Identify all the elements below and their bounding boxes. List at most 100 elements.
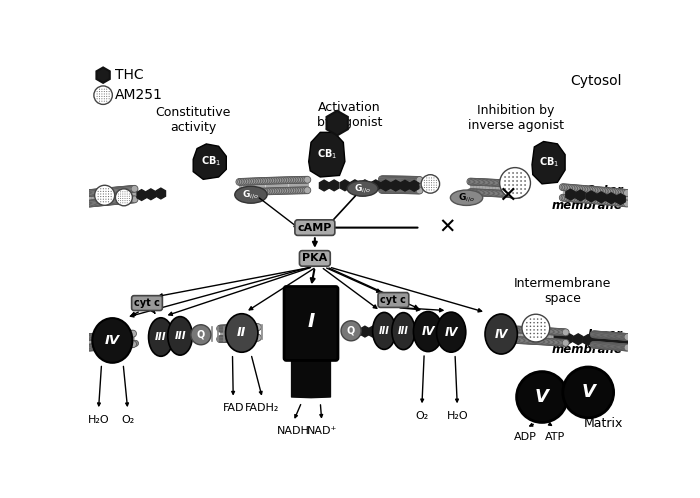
Circle shape — [223, 335, 230, 342]
Circle shape — [524, 337, 531, 344]
Circle shape — [540, 333, 542, 334]
Circle shape — [297, 176, 304, 183]
Text: IV: IV — [494, 328, 508, 341]
Circle shape — [526, 322, 528, 323]
Circle shape — [407, 176, 414, 183]
Circle shape — [426, 333, 433, 340]
Circle shape — [410, 176, 416, 183]
Circle shape — [445, 323, 452, 330]
Circle shape — [524, 327, 531, 334]
Circle shape — [426, 323, 433, 330]
Circle shape — [574, 185, 581, 192]
Circle shape — [501, 180, 508, 187]
Circle shape — [601, 342, 608, 349]
Circle shape — [272, 188, 279, 195]
Circle shape — [292, 187, 299, 194]
Circle shape — [489, 179, 496, 186]
Circle shape — [99, 94, 100, 95]
Circle shape — [480, 189, 486, 196]
Circle shape — [230, 335, 237, 342]
Circle shape — [116, 197, 123, 204]
Circle shape — [516, 172, 518, 174]
Circle shape — [107, 332, 114, 339]
Circle shape — [238, 178, 244, 185]
Circle shape — [225, 325, 232, 332]
Circle shape — [557, 329, 564, 336]
Circle shape — [302, 176, 309, 183]
Circle shape — [116, 342, 123, 349]
Circle shape — [100, 332, 107, 339]
Circle shape — [414, 323, 421, 330]
Circle shape — [594, 187, 601, 194]
Ellipse shape — [92, 318, 132, 363]
Circle shape — [533, 338, 540, 345]
Circle shape — [510, 180, 517, 187]
Circle shape — [570, 195, 578, 202]
Circle shape — [239, 335, 246, 342]
Circle shape — [102, 343, 108, 349]
Circle shape — [258, 178, 265, 184]
Circle shape — [431, 177, 432, 178]
Circle shape — [90, 344, 96, 350]
Circle shape — [120, 342, 127, 349]
Circle shape — [86, 200, 92, 207]
Circle shape — [395, 176, 402, 183]
Circle shape — [98, 333, 105, 340]
Circle shape — [88, 189, 95, 196]
Circle shape — [540, 326, 542, 327]
Circle shape — [606, 332, 612, 339]
Circle shape — [116, 331, 123, 338]
Circle shape — [603, 198, 610, 205]
Circle shape — [385, 176, 392, 183]
Circle shape — [122, 198, 123, 199]
Circle shape — [618, 333, 625, 340]
Text: Matrix: Matrix — [584, 417, 623, 430]
Circle shape — [106, 101, 107, 102]
Circle shape — [221, 325, 228, 332]
Circle shape — [405, 176, 412, 183]
Circle shape — [127, 186, 134, 193]
Circle shape — [236, 178, 243, 185]
Circle shape — [129, 186, 136, 193]
Circle shape — [234, 335, 241, 342]
Circle shape — [244, 335, 251, 342]
Circle shape — [90, 200, 97, 207]
Polygon shape — [89, 186, 135, 206]
Circle shape — [480, 179, 486, 186]
Circle shape — [243, 189, 250, 196]
Circle shape — [115, 342, 122, 349]
Circle shape — [516, 337, 523, 344]
Circle shape — [123, 197, 130, 204]
Text: G$_{i/o}$: G$_{i/o}$ — [354, 182, 371, 195]
Circle shape — [402, 176, 409, 183]
Circle shape — [495, 179, 501, 186]
Circle shape — [395, 176, 402, 183]
Circle shape — [236, 335, 243, 342]
Circle shape — [120, 341, 127, 348]
Ellipse shape — [234, 186, 267, 203]
Circle shape — [537, 336, 538, 338]
Circle shape — [86, 334, 92, 341]
Circle shape — [616, 344, 623, 351]
Circle shape — [597, 331, 604, 338]
Text: ADP: ADP — [514, 432, 538, 442]
Circle shape — [433, 177, 435, 178]
Circle shape — [235, 324, 242, 331]
Circle shape — [532, 338, 539, 345]
Circle shape — [529, 338, 536, 344]
Circle shape — [108, 187, 115, 194]
Text: Outer
membrane: Outer membrane — [552, 184, 623, 212]
Polygon shape — [340, 180, 349, 191]
Circle shape — [108, 332, 116, 339]
Circle shape — [514, 191, 520, 198]
Circle shape — [132, 340, 139, 347]
Circle shape — [538, 338, 545, 345]
Circle shape — [105, 343, 112, 350]
Circle shape — [108, 342, 116, 349]
Circle shape — [380, 186, 387, 193]
Circle shape — [492, 190, 499, 197]
Circle shape — [390, 176, 397, 183]
Circle shape — [512, 191, 519, 198]
Polygon shape — [563, 185, 629, 206]
Circle shape — [508, 191, 515, 198]
